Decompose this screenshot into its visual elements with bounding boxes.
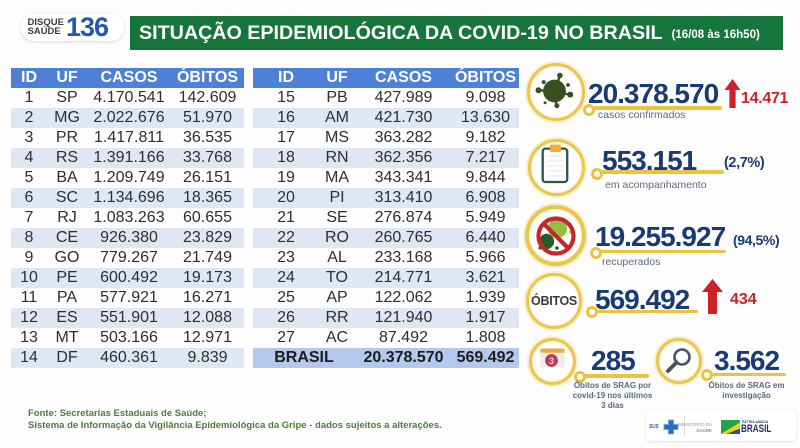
svg-text:3: 3 bbox=[549, 356, 554, 366]
